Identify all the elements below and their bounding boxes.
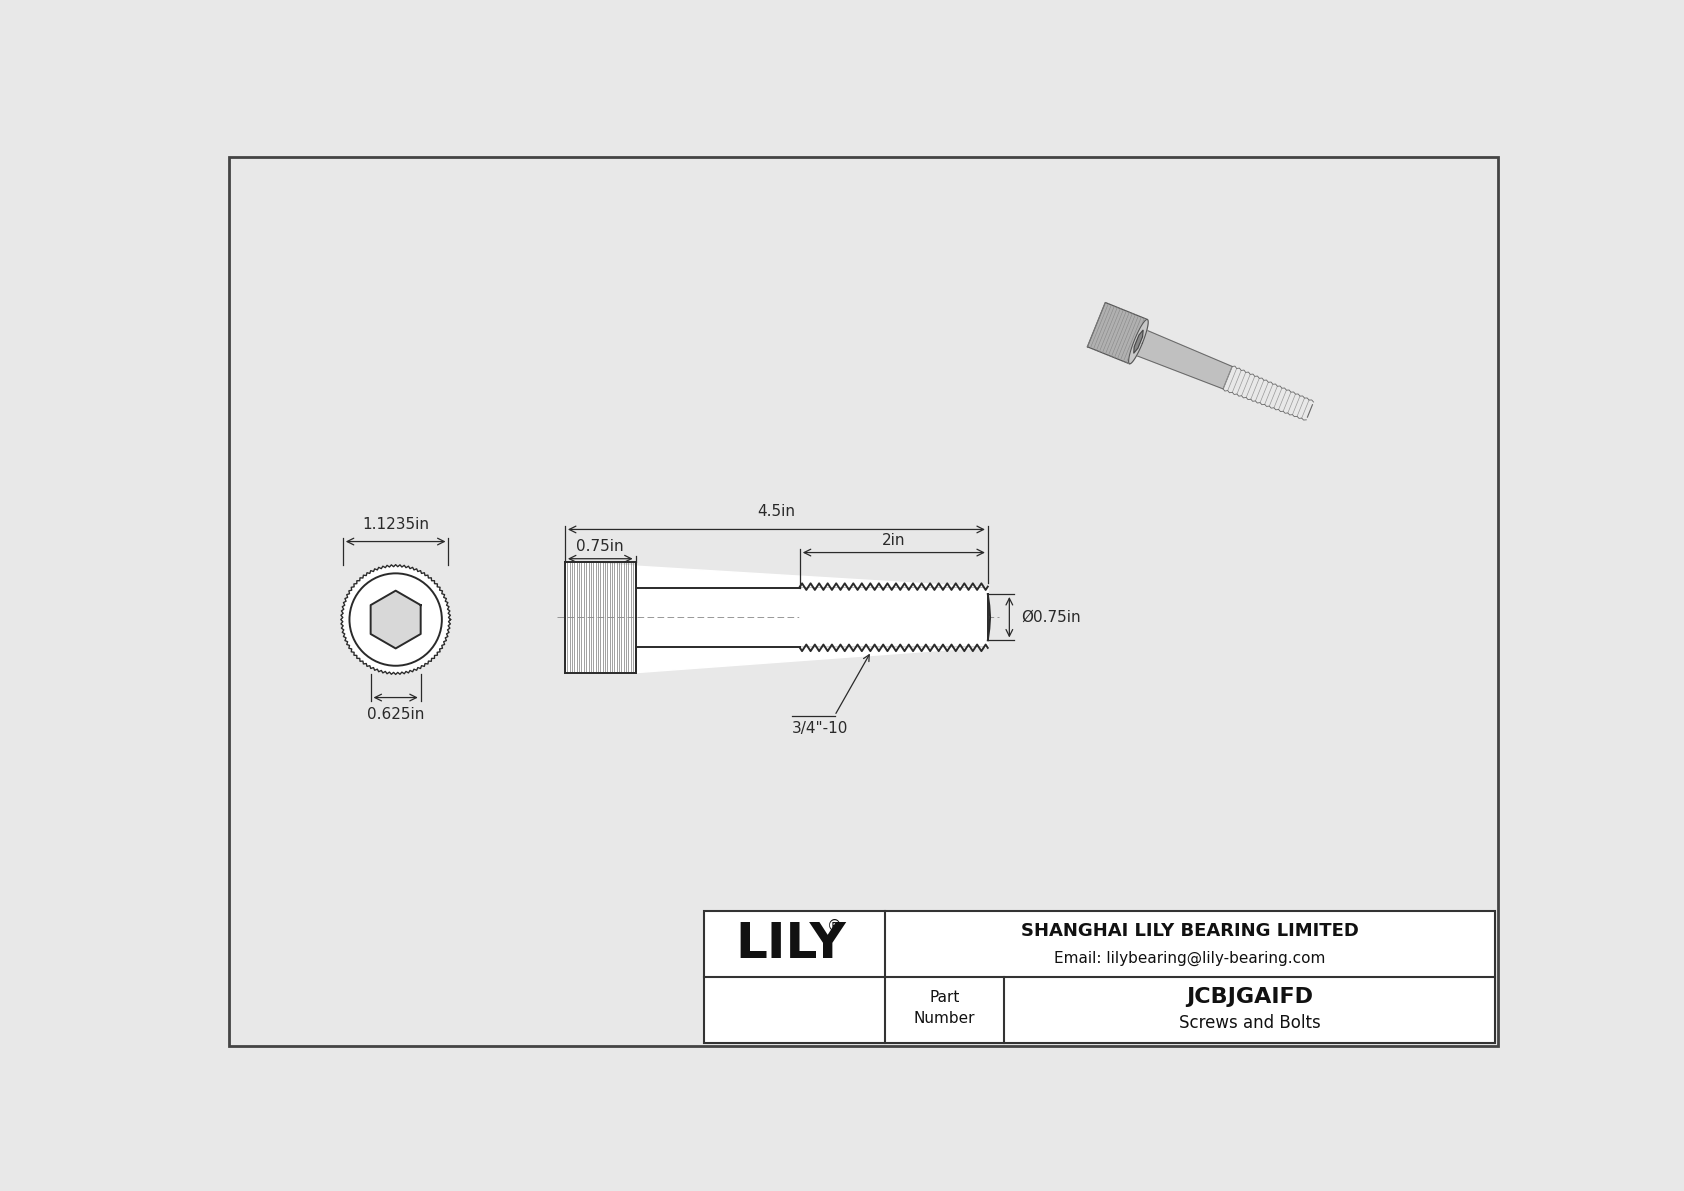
Text: 0.625in: 0.625in [367, 706, 424, 722]
Polygon shape [1088, 303, 1147, 363]
Text: Part
Number: Part Number [913, 991, 975, 1027]
Text: SHANGHAI LILY BEARING LIMITED: SHANGHAI LILY BEARING LIMITED [1021, 922, 1359, 940]
Bar [704, 911, 1495, 1043]
Text: JCBJGAIFD: JCBJGAIFD [1186, 987, 1314, 1006]
Circle shape [350, 573, 441, 666]
Polygon shape [800, 584, 989, 651]
Polygon shape [1133, 330, 1143, 354]
Polygon shape [1128, 319, 1148, 363]
Text: Ø0.75in: Ø0.75in [1021, 610, 1081, 625]
Text: 4.5in: 4.5in [758, 505, 795, 519]
Polygon shape [635, 587, 800, 647]
Text: 0.75in: 0.75in [576, 540, 625, 554]
Text: 1.1235in: 1.1235in [362, 517, 429, 532]
Text: Email: lilybearing@lily-bearing.com: Email: lilybearing@lily-bearing.com [1054, 950, 1325, 966]
Polygon shape [566, 562, 989, 673]
Text: ®: ® [827, 918, 842, 934]
Polygon shape [340, 565, 451, 674]
Text: 3/4"-10: 3/4"-10 [791, 722, 849, 736]
Polygon shape [1133, 329, 1233, 389]
Text: Screws and Bolts: Screws and Bolts [1179, 1014, 1320, 1033]
Text: LILY: LILY [734, 919, 845, 968]
Text: 2in: 2in [882, 532, 906, 548]
Polygon shape [370, 591, 421, 648]
